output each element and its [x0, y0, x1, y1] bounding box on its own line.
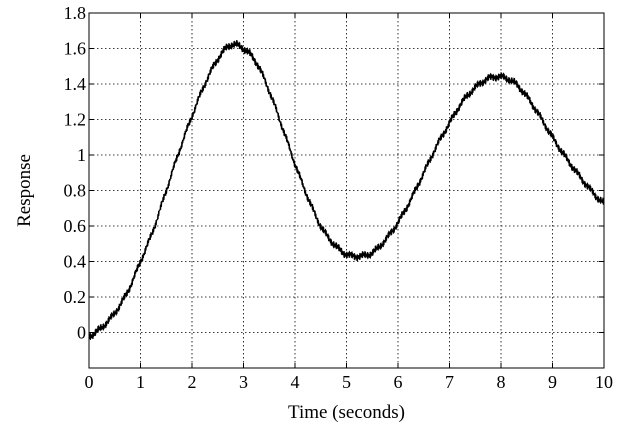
- x-tick-label: 10: [595, 372, 613, 392]
- y-tick-label: 0.4: [64, 252, 87, 272]
- y-tick-label: 1.8: [64, 3, 87, 23]
- x-tick-label: 1: [136, 372, 145, 392]
- x-axis-label: Time (seconds): [288, 402, 405, 423]
- y-tick-label: 1: [77, 145, 86, 165]
- x-tick-label: 4: [291, 372, 300, 392]
- x-tick-label: 3: [239, 372, 248, 392]
- x-tick-label: 7: [445, 372, 454, 392]
- series-layer: [88, 40, 605, 341]
- x-tick-label: 9: [548, 372, 557, 392]
- response-line: [88, 40, 605, 341]
- y-tick-label: 0.8: [64, 181, 87, 201]
- y-tick-label: 0.6: [64, 216, 87, 236]
- x-tick-label: 8: [497, 372, 506, 392]
- axis-layer: 0 1 2 3 4 5 6 7 8 9 10 0 0.2 0.4 0.6 0.8 1 1.2 1.4 1.6 1.8: [64, 3, 614, 392]
- y-tick-label: 0: [77, 323, 86, 343]
- x-tick-label: 2: [188, 372, 197, 392]
- y-tick-label: 0.2: [64, 287, 87, 307]
- x-tick-label: 5: [342, 372, 351, 392]
- x-tick-label: 6: [394, 372, 403, 392]
- y-tick-label: 1.6: [64, 39, 87, 59]
- y-axis-label: Response: [14, 154, 35, 227]
- y-tick-label: 1.4: [64, 74, 87, 94]
- x-tick-label: 0: [85, 372, 94, 392]
- y-tick-label: 1.2: [64, 110, 87, 130]
